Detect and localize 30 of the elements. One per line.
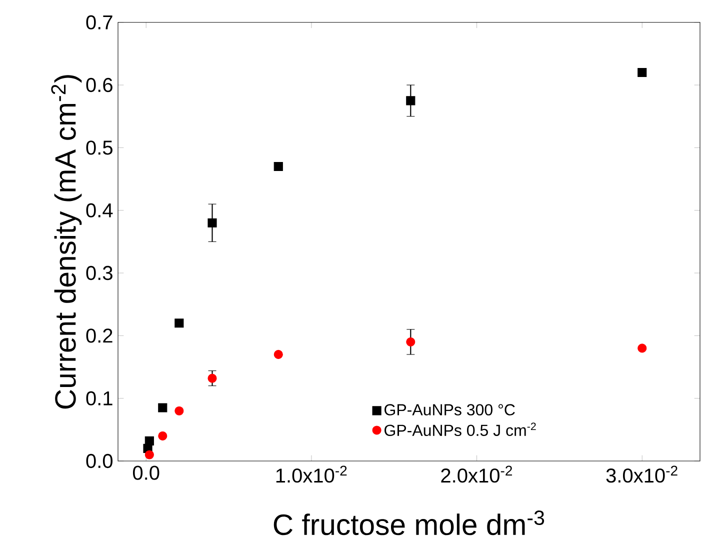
- x-tick-label: 1.0x10$^{-2}$: [276, 466, 347, 483]
- point: [638, 68, 647, 78]
- y-tick-label: 0.5: [86, 140, 112, 155]
- point: [174, 318, 184, 328]
- point: [274, 350, 283, 360]
- point: [174, 406, 184, 416]
- y-tick-label: 0.7: [86, 15, 112, 30]
- point: [144, 436, 154, 446]
- point: [144, 450, 154, 460]
- y-tick-label: 0.6: [86, 78, 112, 92]
- y-tick-label: 0.2: [86, 328, 112, 343]
- legend-label: GP-AuNPs 300 °C: [384, 404, 515, 416]
- point: [158, 403, 168, 412]
- y-tick-label: 0.4: [86, 203, 113, 218]
- point: [638, 344, 647, 353]
- x-tick-label: 3.0x10$^{-2}$: [606, 466, 678, 483]
- y-axis-title: Current density (mA cm$^{-2}$): [51, 75, 82, 409]
- y-tick-label: 0.3: [86, 266, 112, 280]
- x-tick-label: 2.0x10$^{-2}$: [441, 466, 512, 483]
- y-tick-label: 0.1: [86, 391, 112, 406]
- point: [406, 337, 416, 346]
- y-tick-label: 0.0: [86, 454, 112, 468]
- x-tick-label: 0.0: [132, 466, 160, 480]
- point: [208, 374, 217, 383]
- point: [406, 96, 416, 106]
- point: [208, 218, 217, 228]
- point: [274, 162, 283, 172]
- legend-label: GP-AuNPs 0.5 J cm$^{-2}$: [384, 422, 536, 436]
- x-axis-title: C fructose mole dm$^{-3}$: [274, 510, 544, 536]
- point: [158, 431, 168, 440]
